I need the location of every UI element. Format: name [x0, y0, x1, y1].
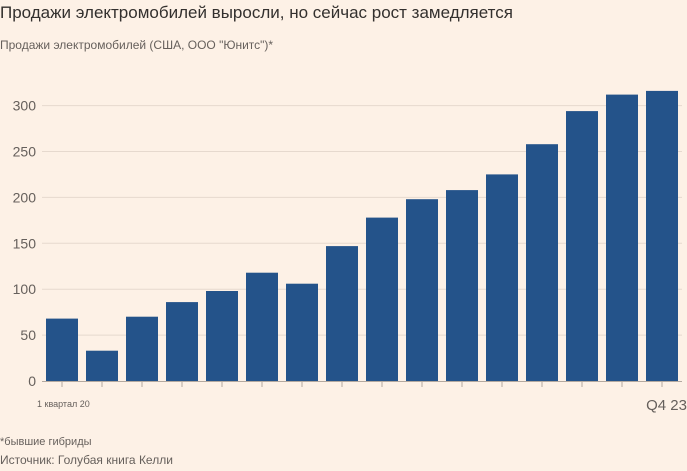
y-tick-label: 150 [13, 235, 37, 251]
x-tick-label: Q4 23 [646, 397, 687, 414]
bar-q4-23 [646, 90, 678, 382]
bar-q3-23 [606, 94, 638, 381]
bar-q1-21 [206, 291, 238, 381]
bar-q2-20 [86, 350, 118, 381]
y-tick-label: 100 [13, 281, 37, 297]
bar-q4-22 [486, 174, 518, 381]
bar-q2-21 [246, 272, 278, 381]
y-tick-label: 50 [20, 327, 36, 343]
y-tick-label: 250 [13, 144, 37, 160]
bar-q2-22 [406, 199, 438, 381]
y-tick-label: 200 [13, 189, 37, 205]
bar-q2-23 [566, 111, 598, 381]
bar-q3-21 [286, 283, 318, 381]
chart-title: Продажи электромобилей выросли, но сейча… [0, 3, 513, 22]
chart-subtitle: Продажи электромобилей (США, ООО "Юнитс"… [0, 38, 274, 52]
bar-q3-22 [446, 190, 478, 381]
bar-q4-20 [166, 302, 198, 381]
bar-q4-21 [326, 246, 358, 381]
y-tick-label: 0 [28, 373, 36, 389]
x-tick-label: 1 квартал 20 [37, 399, 90, 409]
bar-q1-22 [366, 217, 398, 381]
chart-footnote: *бывшие гибриды [0, 436, 92, 448]
bar-q1-20 [46, 318, 78, 381]
chart-source: Источник: Голубая книга Келли [0, 453, 173, 467]
bar-q3-20 [126, 316, 158, 381]
y-tick-label: 300 [13, 98, 37, 114]
bar-q1-23 [526, 144, 558, 381]
